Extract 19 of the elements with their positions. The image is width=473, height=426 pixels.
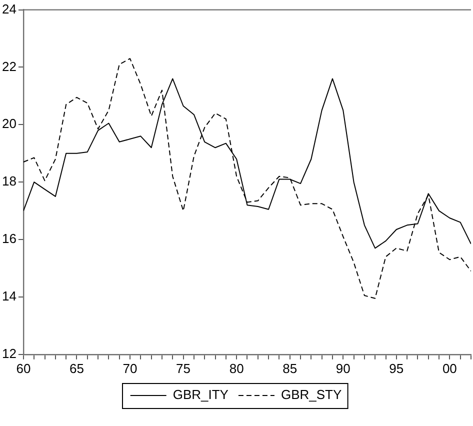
x-tick-label: 95 xyxy=(389,360,404,376)
y-tick-label: 22 xyxy=(2,58,16,74)
x-tick-label: 90 xyxy=(336,360,350,376)
x-tick-label: 70 xyxy=(122,360,138,376)
y-tick-label: 20 xyxy=(2,116,16,132)
y-tick-label: 12 xyxy=(2,346,16,361)
y-tick-label: 18 xyxy=(2,174,16,189)
y-tick-label: 24 xyxy=(2,1,16,16)
y-tick-label: 14 xyxy=(2,288,16,304)
x-tick-label: 85 xyxy=(282,360,298,376)
y-tick-label: 16 xyxy=(2,231,16,246)
x-tick-label: 80 xyxy=(229,360,244,376)
x-tick-label: 65 xyxy=(70,360,84,376)
x-tick-label: 75 xyxy=(176,360,191,376)
legend-label: GBR_STY xyxy=(280,387,342,402)
legend-label: GBR_ITY xyxy=(172,387,229,402)
x-tick-label: 60 xyxy=(16,360,31,376)
x-tick-label: 00 xyxy=(442,360,457,376)
line-series xyxy=(23,58,471,299)
